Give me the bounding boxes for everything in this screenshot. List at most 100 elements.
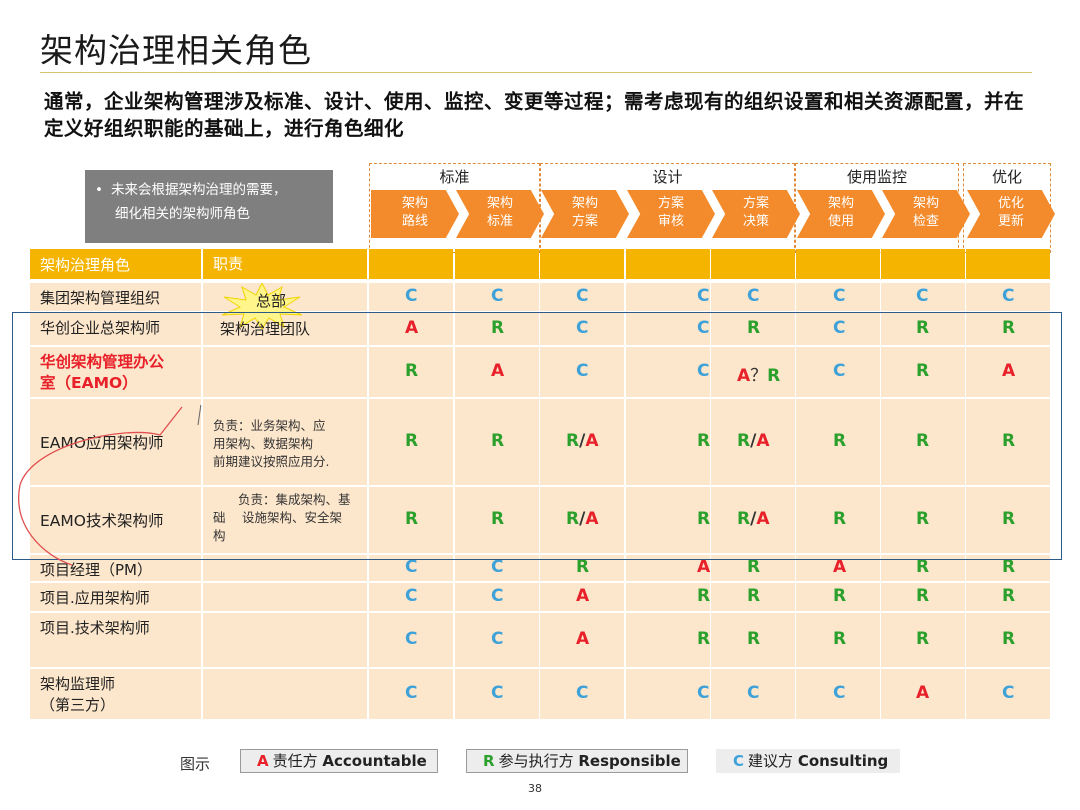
step-label-4: 方案 审核 <box>627 195 715 231</box>
raci-cell <box>796 583 880 611</box>
step-label-line: 方案 <box>571 214 598 229</box>
raci-cell <box>369 613 453 667</box>
duty-cell <box>203 669 367 719</box>
raci-mark: C <box>491 557 504 577</box>
role-cell: 集团架构管理组织 <box>30 283 201 311</box>
raci-mark: A <box>916 683 930 703</box>
raci-cell <box>796 347 880 397</box>
raci-mark: C <box>697 318 710 338</box>
raci-mark-letter: / <box>750 431 757 451</box>
role-cell: EAMO应用架构师 <box>30 399 201 485</box>
raci-cell <box>711 313 795 345</box>
raci-cell <box>881 249 965 279</box>
raci-cell <box>711 249 795 279</box>
raci-mark: R/A <box>566 431 598 451</box>
raci-cell <box>796 613 880 667</box>
raci-mark: A <box>576 629 590 649</box>
raci-mark: C <box>405 557 418 577</box>
raci-mark-letter: A <box>737 366 751 386</box>
governance-team-box <box>12 312 1062 560</box>
role-text: 集团架构管理组织 <box>40 289 161 307</box>
raci-cell <box>540 399 624 485</box>
legend-en-c: Consulting <box>797 752 889 770</box>
raci-mark: R <box>916 361 930 381</box>
step-label-6: 架构 使用 <box>797 195 885 231</box>
raci-mark: R <box>747 629 761 649</box>
raci-cell <box>711 283 795 311</box>
raci-mark: C <box>833 286 846 306</box>
raci-cell <box>626 487 710 553</box>
raci-mark: C <box>491 683 504 703</box>
bracket-arc-icon <box>18 405 202 566</box>
duty-text: 构 <box>213 528 226 543</box>
raci-mark-text: R/A <box>566 431 598 451</box>
raci-mark: C <box>576 683 589 703</box>
raci-mark-text: R/A <box>737 431 769 451</box>
raci-mark: R <box>833 509 847 529</box>
raci-cell <box>966 249 1050 279</box>
phase-label-standard: 标准 <box>439 168 470 186</box>
legend-cn-c: 建议方 <box>748 752 794 770</box>
role-text: 华创架构管理办公 <box>40 353 165 371</box>
table-row: 华创企业总架构师 A R C C R C R R <box>30 313 1051 345</box>
legend-key-r: R <box>483 752 495 770</box>
step-label-1: 架构 路线 <box>371 195 459 231</box>
legend-cn-r: 参与执行方 <box>498 752 574 770</box>
raci-mark: R <box>1002 557 1016 577</box>
header-role-cell: 架构治理角色 <box>30 249 201 279</box>
raci-cell <box>455 487 539 553</box>
burst-star-icon <box>222 283 302 329</box>
raci-mark: A <box>1002 361 1016 381</box>
raci-cell <box>540 487 624 553</box>
step-label-line: 检查 <box>912 214 939 229</box>
role-cell: 架构监理师 （第三方） <box>30 669 201 719</box>
raci-cell <box>369 249 453 279</box>
step-label-line: 架构 <box>912 196 939 211</box>
step-label-line: 使用 <box>827 214 854 229</box>
phase-label-optimize: 优化 <box>991 168 1022 186</box>
title-divider <box>40 72 1032 73</box>
raci-mark: A <box>576 586 590 606</box>
raci-mark-letter: R <box>737 431 751 451</box>
raci-cell <box>966 583 1050 611</box>
step-label-3: 架构 方案 <box>541 195 629 231</box>
raci-cell <box>711 487 795 553</box>
raci-mark: C <box>697 286 710 306</box>
raci-mark-letter: A <box>756 509 770 529</box>
legend-cn-a: 责任方 <box>272 752 318 770</box>
duty-cell <box>203 613 367 667</box>
raci-mark: R/A <box>737 431 769 451</box>
phase-label-use-monitor: 使用监控 <box>846 168 907 186</box>
duty-text: 础 设施架构、安全架 <box>213 510 342 525</box>
step-label-line: 路线 <box>401 214 428 229</box>
raci-cell <box>455 583 539 611</box>
raci-mark-letter: R <box>566 431 580 451</box>
table-row: 华创架构管理办公 室（EAMO） R A C C A？R C R A <box>30 347 1051 397</box>
step-label-8: 优化 更新 <box>967 195 1055 231</box>
raci-cell <box>626 313 710 345</box>
note-line-2: 细化相关的架构师角色 <box>115 206 250 222</box>
raci-cell <box>881 583 965 611</box>
raci-mark: R <box>576 557 590 577</box>
step-label-line: 方案 <box>742 196 769 211</box>
raci-mark: A <box>405 318 419 338</box>
raci-cell <box>966 399 1050 485</box>
role-text: EAMO技术架构师 <box>40 512 164 530</box>
raci-cell <box>966 669 1050 719</box>
raci-cell <box>369 583 453 611</box>
raci-cell <box>540 669 624 719</box>
legend-accountable: A 责任方 Accountable <box>240 749 438 773</box>
raci-mark: C <box>576 286 589 306</box>
legend-key-c: C <box>733 752 745 770</box>
page-subtitle: 通常，企业架构管理涉及标准、设计、使用、监控、变更等过程；需考虑现有的组织设置和… <box>44 90 1025 140</box>
raci-cell <box>881 669 965 719</box>
step-label-line: 架构 <box>401 196 428 211</box>
raci-mark: R <box>1002 318 1016 338</box>
note-bullet: • <box>95 182 103 198</box>
raci-cell <box>626 347 710 397</box>
table-row: 集团架构管理组织 C C C C C C C C <box>30 283 1051 311</box>
duty-text: 负责：集成架构、基 <box>213 492 351 507</box>
step-label-2: 架构 标准 <box>456 195 544 231</box>
role-text: 项目.应用架构师 <box>40 589 150 607</box>
raci-cell <box>966 313 1050 345</box>
